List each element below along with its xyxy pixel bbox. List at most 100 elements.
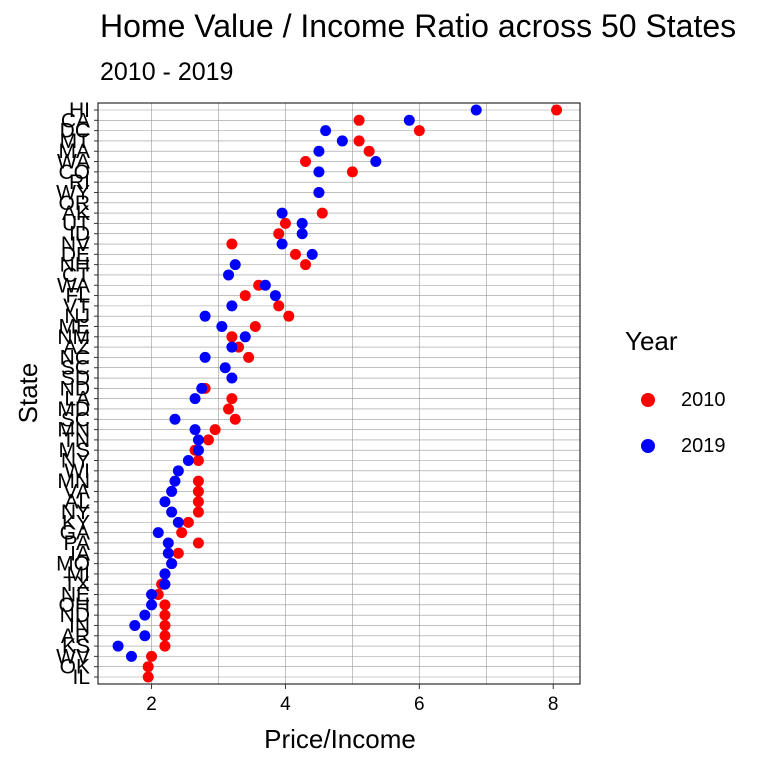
y-tick-label-OR: OR <box>59 192 91 215</box>
y-tick-label-CA: CA <box>61 109 90 132</box>
data-point-2019-NE <box>146 589 158 601</box>
y-tick-label-KS: KS <box>62 635 90 658</box>
y-tick-label-GA: GA <box>60 522 90 545</box>
data-point-2010-NY <box>192 455 204 467</box>
y-tick-label-VA: VA <box>64 480 90 503</box>
legend-title: Year <box>625 326 678 356</box>
data-point-2019-OH <box>146 599 158 611</box>
data-point-2010-KS <box>159 640 171 652</box>
data-point-2019-MA <box>313 145 325 157</box>
data-point-2010-WA <box>300 156 312 168</box>
data-point-2019-TX <box>159 578 171 590</box>
y-tick-label-OK: OK <box>60 656 90 679</box>
data-point-2010-NH <box>300 259 312 271</box>
data-point-2010-ND <box>159 609 171 621</box>
data-point-2010-FL <box>239 290 251 302</box>
data-point-2019-KY <box>172 516 184 528</box>
data-point-2010-WV <box>146 650 158 662</box>
y-tick-label-AR: AR <box>61 625 90 648</box>
data-point-2010-NY <box>192 506 204 518</box>
y-tick-label-NE: NE <box>61 584 90 607</box>
x-axis-label: Price/Income <box>264 724 416 754</box>
data-point-2019-AR <box>139 630 151 642</box>
y-tick-label-LA: LA <box>64 388 90 411</box>
legend-label-2010: 2010 <box>681 388 726 411</box>
data-point-2019-NY <box>166 506 178 518</box>
data-point-2010-MN <box>192 475 204 487</box>
data-point-2019-WA <box>259 279 271 291</box>
y-tick-label-AZ: AZ <box>63 336 90 359</box>
data-point-2010-AL <box>192 496 204 508</box>
data-point-2019-CT <box>223 269 235 281</box>
data-point-2010-MT <box>353 135 365 147</box>
data-point-2019-ID <box>296 228 308 240</box>
data-point-2019-IN <box>129 619 141 631</box>
data-point-2010-NC <box>243 351 255 363</box>
plot-panel-border <box>97 102 581 685</box>
y-tick-label-MS: MS <box>59 439 91 462</box>
y-tick-label-FL: FL <box>65 285 90 308</box>
data-point-2019-ND <box>196 382 208 394</box>
data-point-2010-MN <box>209 424 221 436</box>
data-point-2010-KY <box>182 516 194 528</box>
data-point-2019-MN <box>189 424 201 436</box>
x-tick-labels: 2 4 6 8 <box>146 684 559 715</box>
y-tick-label-IA: IA <box>70 542 90 565</box>
data-point-2019-SC <box>169 413 181 425</box>
data-point-2010-AK <box>316 207 328 219</box>
y-tick-label-NC: NC <box>60 346 90 369</box>
y-tick-label-ID: ID <box>69 223 90 246</box>
y-tick-label-IL: IL <box>72 666 90 689</box>
data-point-2019-ME <box>216 320 228 332</box>
data-point-2019-WA <box>370 156 382 168</box>
data-point-2010-PA <box>192 537 204 549</box>
data-point-2019-LA <box>189 393 201 405</box>
data-point-2019-MN <box>169 475 181 487</box>
y-tick-label-ND: ND <box>60 604 90 627</box>
data-point-2019-ND <box>139 609 151 621</box>
data-point-2010-MD <box>223 403 235 415</box>
y-tick-label-HI: HI <box>69 99 90 122</box>
y-tick-label-NJ: NJ <box>64 305 90 328</box>
data-point-2010-MA <box>363 145 375 157</box>
data-point-2010-NV <box>226 238 238 250</box>
y-tick-label-WV: WV <box>56 645 90 668</box>
data-point-2019-NH <box>229 259 241 271</box>
x-tick-label-2: 2 <box>146 694 157 715</box>
y-tick-label-AL: AL <box>64 491 90 514</box>
y-tick-label-CT: CT <box>62 264 90 287</box>
x-tick-label-6: 6 <box>414 694 425 715</box>
data-point-2010-ME <box>249 320 261 332</box>
data-point-2010-CA <box>353 114 365 126</box>
y-tick-label-MI: MI <box>67 563 90 586</box>
legend-marker-2010 <box>641 393 655 407</box>
data-point-2010-TN <box>202 434 214 446</box>
data-point-2019-WI <box>172 465 184 477</box>
y-tick-label-VT: VT <box>63 295 90 318</box>
data-point-2010-UT <box>279 217 291 229</box>
y-tick-label-NH: NH <box>60 254 90 277</box>
data-point-2019-NM <box>239 331 251 343</box>
data-point-2019-GA <box>152 527 164 539</box>
y-tick-label-ND: ND <box>60 377 90 400</box>
y-tick-label-NV: NV <box>61 233 90 256</box>
y-tick-label-MD: MD <box>57 398 90 421</box>
data-point-2019-HI <box>470 104 482 116</box>
data-point-2019-WV <box>125 650 137 662</box>
data-point-2010-OH <box>159 599 171 611</box>
y-tick-label-DE: DE <box>61 243 90 266</box>
data-point-2010-LA <box>226 393 238 405</box>
y-tick-label-NY: NY <box>61 501 90 524</box>
legend-item-2019: 2019 <box>625 423 726 469</box>
data-point-2019-IA <box>162 547 174 559</box>
data-point-2019-TN <box>192 434 204 446</box>
data-point-2019-VT <box>226 300 238 312</box>
y-tick-labels: HICADCMTMAWACORIWYORAKUTIDNVDENHCTWAFLVT… <box>56 99 98 689</box>
data-point-2019-FL <box>269 290 281 302</box>
legend-label-2019: 2019 <box>681 434 726 457</box>
data-point-2019-DE <box>306 248 318 260</box>
data-point-2019-MS <box>192 444 204 456</box>
y-tick-label-SD: SD <box>61 367 90 390</box>
data-point-2010-IA <box>172 547 184 559</box>
